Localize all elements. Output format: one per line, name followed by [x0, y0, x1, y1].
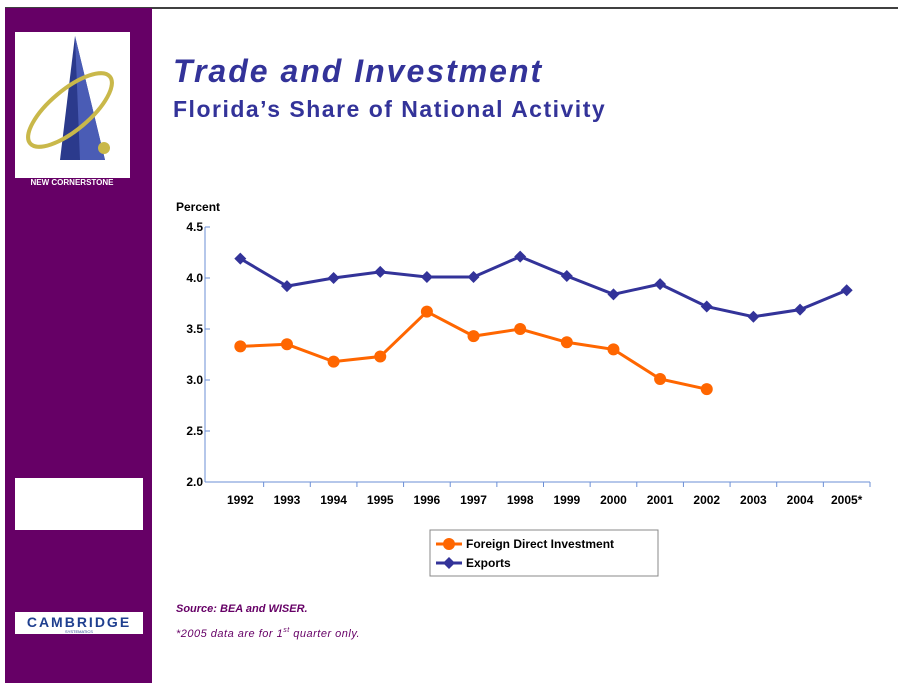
x-tick-label: 2001 — [647, 493, 674, 507]
footnote: *2005 data are for 1st quarter only. — [176, 627, 360, 640]
data-point — [327, 355, 340, 368]
data-point — [280, 280, 293, 293]
data-point — [374, 350, 387, 363]
data-point — [700, 383, 713, 396]
footnote-text: *2005 data are for 1 — [176, 628, 283, 640]
legend: Foreign Direct Investment Exports — [429, 529, 659, 577]
blank-box — [15, 478, 143, 530]
x-tick-label: 1996 — [414, 493, 441, 507]
legend-label: Exports — [466, 556, 511, 570]
x-tick-label: 2002 — [693, 493, 720, 507]
y-tick-label: 2.5 — [186, 424, 203, 438]
title: Trade and Investment — [173, 53, 543, 89]
data-point — [514, 250, 527, 263]
legend-marker — [443, 538, 455, 550]
x-tick-label: 1998 — [507, 493, 534, 507]
logo-text: NEW CORNERSTONE — [31, 178, 115, 187]
legend-marker — [443, 557, 455, 569]
cambridge-sub: SYSTEMATICS — [65, 629, 93, 634]
source: Source: BEA and WISER. — [176, 603, 308, 615]
y-tick-label: 2.0 — [186, 475, 203, 489]
data-point — [467, 270, 480, 283]
x-tick-label: 1995 — [367, 493, 394, 507]
x-tick-label: 1993 — [274, 493, 301, 507]
x-tick-label: 1999 — [553, 493, 580, 507]
y-tick-label: 4.5 — [186, 220, 203, 234]
y-tick-label: 3.0 — [186, 373, 203, 387]
x-tick-label: 2005* — [831, 493, 863, 507]
plot: 2.0 2.5 3.0 3.5 4.0 4.5 1992 1993 1994 1995 1996 19… — [186, 220, 871, 577]
subtitle: Florida’s Share of National Activity — [173, 96, 606, 122]
data-point — [654, 278, 667, 291]
data-point — [420, 305, 433, 318]
logo-art — [26, 36, 114, 160]
data-point — [607, 343, 620, 356]
legend-box — [429, 529, 659, 577]
data-point — [560, 336, 573, 349]
y-axis-label: Percent — [176, 200, 220, 214]
data-point — [280, 338, 293, 351]
data-point — [654, 372, 667, 385]
data-point — [420, 270, 433, 283]
cambridge-logo: CAMBRIDGE — [27, 614, 131, 630]
data-point — [234, 340, 247, 353]
data-point — [514, 323, 527, 335]
x-tick-label: 1994 — [320, 493, 347, 507]
x-tick-label: 2000 — [600, 493, 627, 507]
footnote-sup: st — [283, 627, 290, 634]
x-tick-label: 2003 — [740, 493, 767, 507]
y-tick-label: 3.5 — [186, 322, 203, 336]
data-point — [467, 330, 480, 343]
data-point — [607, 288, 620, 301]
data-point — [560, 269, 573, 282]
x-tick-label: 1992 — [227, 493, 254, 507]
data-point — [840, 284, 853, 297]
x-tick-label: 1997 — [460, 493, 487, 507]
footnote-text: quarter only. — [290, 628, 360, 640]
data-point — [794, 303, 807, 316]
y-tick-label: 4.0 — [186, 271, 203, 285]
data-point — [747, 310, 760, 323]
data-point — [234, 252, 247, 265]
data-point — [374, 265, 387, 278]
series-line — [239, 254, 848, 319]
x-tick-label: 2004 — [787, 493, 814, 507]
legend-label: Foreign Direct Investment — [466, 537, 614, 551]
cambridge-box — [15, 612, 143, 634]
data-point — [700, 300, 713, 313]
data-point — [327, 272, 340, 284]
